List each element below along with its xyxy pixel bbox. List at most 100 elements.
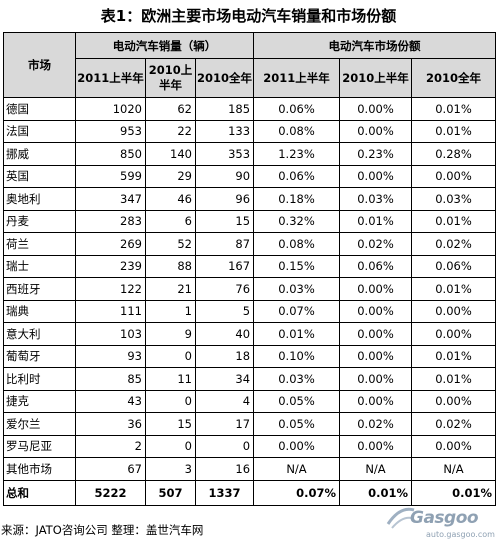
watermark-brand: Gasgoo — [410, 508, 479, 528]
table-row: 瑞典 111 1 5 0.07% 0.00% 0.00% — [3, 299, 497, 323]
value-cell: 0.00% — [339, 389, 413, 413]
value-cell: 0.00% — [253, 434, 341, 458]
value-cell: 0.01% — [339, 209, 413, 233]
table-row: 英国 599 29 90 0.06% 0.00% 0.00% — [3, 164, 497, 188]
value-cell: 43 — [75, 389, 146, 413]
value-cell: 283 — [75, 209, 146, 233]
value-cell: 0.28% — [411, 142, 497, 166]
value-cell: 0.23% — [339, 142, 413, 166]
value-cell: 62 — [145, 97, 196, 121]
value-cell: 0.06% — [411, 254, 497, 278]
value-cell: 0.00% — [339, 277, 413, 301]
value-cell: 40 — [194, 322, 255, 346]
value-cell: 1 — [145, 299, 196, 323]
total-row: 总和 5222 507 1337 0.07% 0.01% 0.01% — [3, 479, 497, 506]
table-row: 丹麦 283 6 15 0.32% 0.01% 0.01% — [3, 209, 497, 233]
value-cell: 0.08% — [253, 232, 341, 256]
table-row: 法国 953 22 133 0.08% 0.00% 0.01% — [3, 119, 497, 143]
value-cell: 239 — [75, 254, 146, 278]
table-row: 西班牙 122 21 76 0.03% 0.00% 0.01% — [3, 277, 497, 301]
value-cell: 46 — [145, 187, 196, 211]
table-title: 表1：欧洲主要市场电动汽车销量和市场份额 — [100, 7, 397, 25]
market-name-cell: 意大利 — [3, 322, 76, 346]
value-cell: 15 — [194, 209, 255, 233]
value-cell: 0 — [194, 434, 255, 458]
value-cell: 0.05% — [253, 412, 341, 436]
market-name-cell: 其他市场 — [3, 457, 76, 481]
value-cell: 0.03% — [411, 187, 497, 211]
market-name-cell: 法国 — [3, 119, 76, 143]
value-cell: 67 — [75, 457, 146, 481]
value-cell: 0.03% — [339, 187, 413, 211]
value-cell: 0.01% — [411, 97, 497, 121]
header-share-2011h1: 2011上半年 — [253, 58, 341, 98]
value-cell: 347 — [75, 187, 146, 211]
value-cell: 0.06% — [253, 164, 341, 188]
value-cell: 0.01% — [411, 209, 497, 233]
value-cell: 0.00% — [339, 367, 413, 391]
total-value-cell: 0.01% — [411, 479, 497, 506]
table-row: 罗马尼亚 2 0 0 0.00% 0.00% 0.00% — [3, 434, 497, 458]
value-cell: 0 — [145, 434, 196, 458]
value-cell: 0.00% — [339, 119, 413, 143]
value-cell: 0.02% — [339, 232, 413, 256]
table-row: 荷兰 269 52 87 0.08% 0.02% 0.02% — [3, 232, 497, 256]
watermark-site: auto.gasgoo.com — [426, 530, 495, 539]
value-cell: 0.00% — [339, 344, 413, 368]
source-note: 来源：JATO咨询公司 整理：盖世汽车网 — [1, 523, 204, 537]
header-share-2010full: 2010全年 — [411, 58, 497, 98]
value-cell: 185 — [194, 97, 255, 121]
value-cell: 0.07% — [253, 299, 341, 323]
market-name-cell: 瑞士 — [3, 254, 76, 278]
value-cell: 11 — [145, 367, 196, 391]
header-sales-2011h1: 2011上半年 — [75, 58, 146, 98]
market-name-cell: 捷克 — [3, 389, 76, 413]
value-cell: 850 — [75, 142, 146, 166]
value-cell: 0.08% — [253, 119, 341, 143]
value-cell: 0.05% — [253, 389, 341, 413]
table-row: 比利时 85 11 34 0.03% 0.00% 0.01% — [3, 367, 497, 391]
value-cell: 269 — [75, 232, 146, 256]
table-row: 挪威 850 140 353 1.23% 0.23% 0.28% — [3, 142, 497, 166]
value-cell: 15 — [145, 412, 196, 436]
value-cell: 21 — [145, 277, 196, 301]
value-cell: 17 — [194, 412, 255, 436]
table-row: 德国 1020 62 185 0.06% 0.00% 0.01% — [3, 97, 497, 121]
value-cell: 0.00% — [411, 322, 497, 346]
value-cell: 0.00% — [339, 322, 413, 346]
gasgoo-watermark: Gasgoo auto.gasgoo.com — [386, 502, 496, 544]
logo-swoosh-icon — [386, 507, 415, 529]
value-cell: 353 — [194, 142, 255, 166]
value-cell: 29 — [145, 164, 196, 188]
value-cell: 4 — [194, 389, 255, 413]
value-cell: N/A — [339, 457, 413, 481]
value-cell: 133 — [194, 119, 255, 143]
value-cell: 36 — [75, 412, 146, 436]
value-cell: 93 — [75, 344, 146, 368]
value-cell: 1020 — [75, 97, 146, 121]
value-cell: 0.32% — [253, 209, 341, 233]
value-cell: 0.00% — [339, 97, 413, 121]
value-cell: 0.10% — [253, 344, 341, 368]
market-name-cell: 丹麦 — [3, 209, 76, 233]
value-cell: 1.23% — [253, 142, 341, 166]
value-cell: 0.00% — [411, 299, 497, 323]
value-cell: 76 — [194, 277, 255, 301]
value-cell: N/A — [411, 457, 497, 481]
value-cell: 88 — [145, 254, 196, 278]
value-cell: 167 — [194, 254, 255, 278]
value-cell: 0 — [145, 344, 196, 368]
value-cell: 0.15% — [253, 254, 341, 278]
value-cell: 103 — [75, 322, 146, 346]
header-sales-2010full: 2010全年 — [194, 58, 255, 98]
total-value-cell: 1337 — [194, 479, 255, 506]
table-row: 捷克 43 0 4 0.05% 0.00% 0.00% — [3, 389, 497, 413]
value-cell: 0.00% — [339, 434, 413, 458]
table-row: 意大利 103 9 40 0.01% 0.00% 0.00% — [3, 322, 497, 346]
table-row: 奥地利 347 46 96 0.18% 0.03% 0.03% — [3, 187, 497, 211]
market-name-cell: 奥地利 — [3, 187, 76, 211]
value-cell: 0.01% — [411, 277, 497, 301]
value-cell: 22 — [145, 119, 196, 143]
header-share-2010h1: 2010上半年 — [339, 58, 413, 98]
value-cell: 140 — [145, 142, 196, 166]
